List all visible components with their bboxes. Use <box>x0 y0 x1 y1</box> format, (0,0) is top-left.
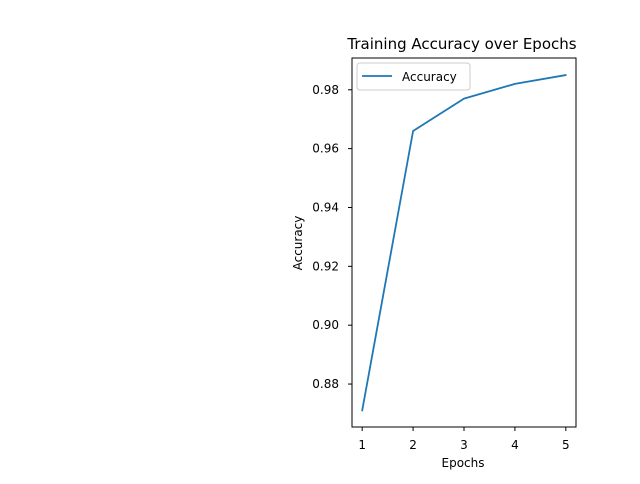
x-axis-label: Epochs <box>442 456 485 470</box>
x-tick-label: 2 <box>409 438 417 452</box>
y-tick-label: 0.88 <box>312 377 339 391</box>
legend-label: Accuracy <box>402 70 457 84</box>
legend: Accuracy <box>356 62 471 91</box>
y-tick-label: 0.98 <box>312 83 339 97</box>
y-tick-label: 0.94 <box>312 200 339 214</box>
y-tick-label: 0.92 <box>312 259 339 273</box>
x-axis: 1 2 3 4 5 <box>358 427 570 452</box>
x-tick-label: 1 <box>358 438 366 452</box>
x-tick-label: 5 <box>562 438 570 452</box>
x-tick-label: 3 <box>460 438 468 452</box>
legend-box <box>356 62 471 91</box>
series-layer <box>361 74 567 412</box>
x-tick-label: 4 <box>511 438 519 452</box>
y-axis: 0.88 0.90 0.92 0.94 0.96 0.98 <box>312 83 352 391</box>
y-tick-label: 0.90 <box>312 318 339 332</box>
y-axis-label: Accuracy <box>291 216 305 271</box>
series-line-0 <box>361 74 567 412</box>
y-tick-label: 0.96 <box>312 142 339 156</box>
chart-title: Training Accuracy over Epochs <box>346 35 576 53</box>
